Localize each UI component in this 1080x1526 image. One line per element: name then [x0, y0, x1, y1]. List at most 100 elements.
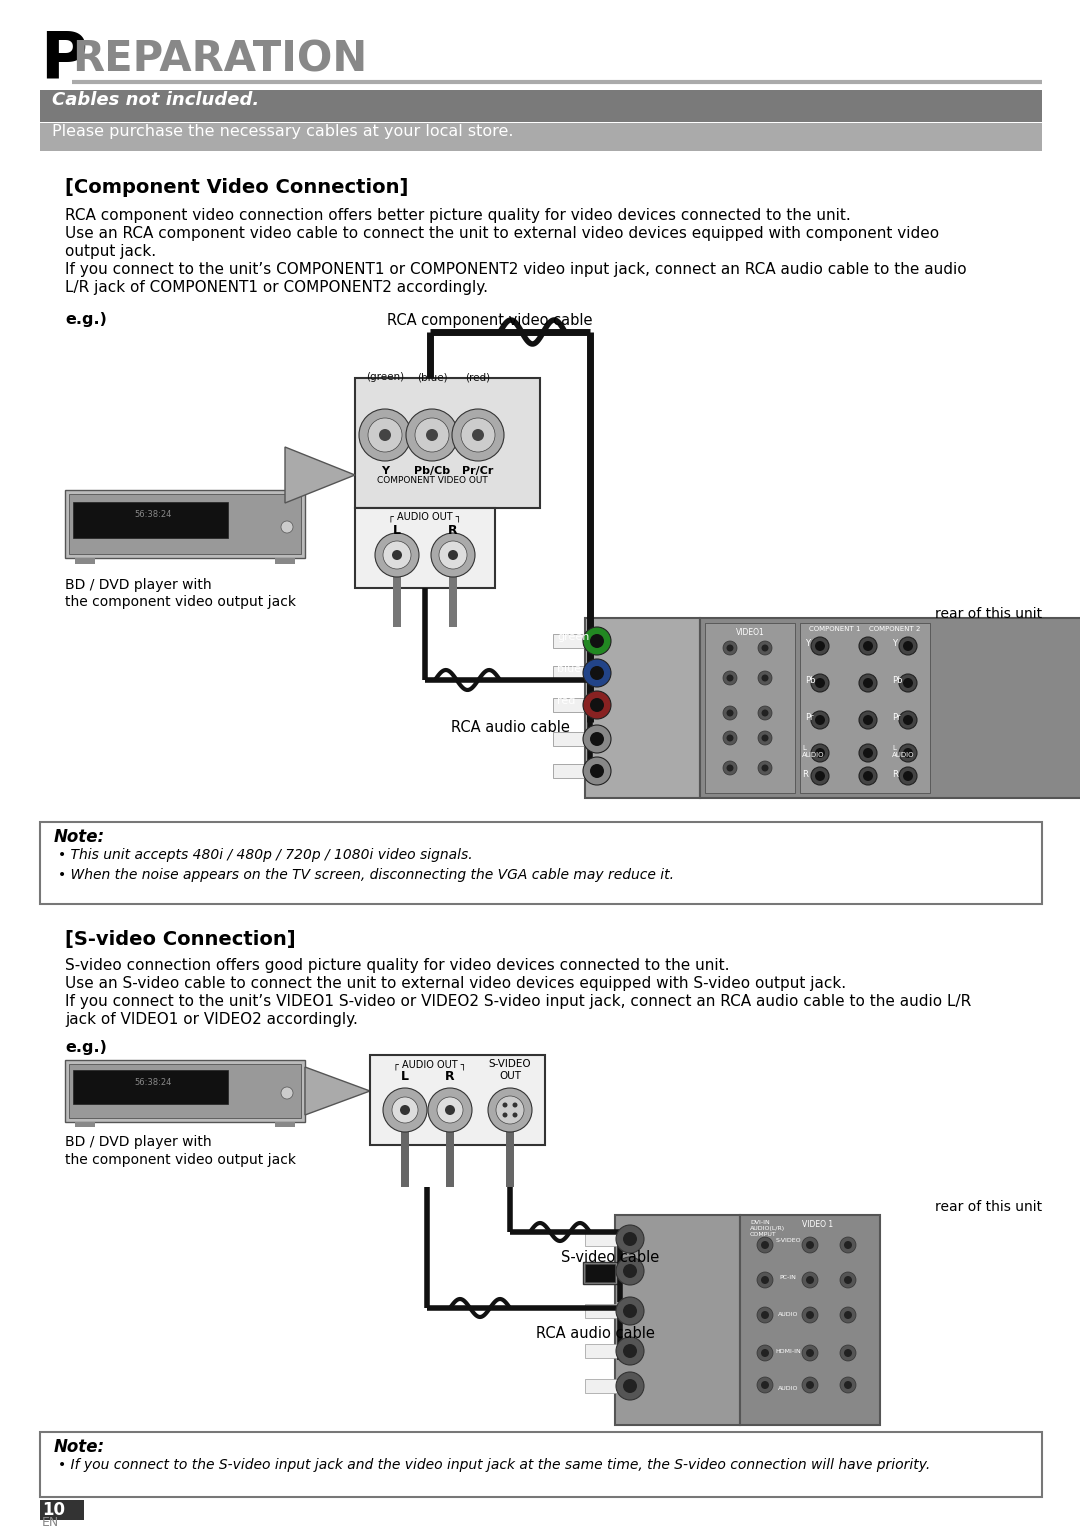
Circle shape [616, 1337, 644, 1364]
Bar [40, 1431, 1042, 1497]
Text: BD / DVD player with: BD / DVD player with [65, 1135, 212, 1149]
Circle shape [448, 549, 458, 560]
Text: S-VIDEO: S-VIDEO [488, 1059, 531, 1070]
Circle shape [590, 765, 604, 778]
Circle shape [431, 533, 475, 577]
Circle shape [899, 768, 917, 784]
Circle shape [802, 1344, 818, 1361]
Circle shape [723, 671, 737, 685]
Bar [507, 1132, 514, 1187]
Text: Pr/Cr: Pr/Cr [462, 465, 494, 476]
Text: VIDEO 1: VIDEO 1 [802, 1219, 834, 1228]
Text: 10: 10 [42, 1502, 65, 1518]
Circle shape [453, 409, 504, 461]
Polygon shape [305, 1067, 370, 1116]
Bar [73, 502, 228, 539]
Bar [585, 1264, 615, 1282]
Text: RCA component video cable: RCA component video cable [388, 313, 593, 328]
Circle shape [863, 716, 873, 725]
Bar [75, 559, 95, 565]
Text: Y: Y [805, 639, 810, 649]
Circle shape [437, 1097, 463, 1123]
Text: BD / DVD player with: BD / DVD player with [65, 578, 212, 592]
Text: DVI-IN
AUDIO(L/R)
COMPUT: DVI-IN AUDIO(L/R) COMPUT [750, 1219, 785, 1236]
Text: RCA audio cable: RCA audio cable [450, 720, 569, 736]
Circle shape [806, 1241, 814, 1248]
Bar [615, 1215, 740, 1425]
Circle shape [368, 418, 402, 452]
Text: AUDIO: AUDIO [778, 1312, 798, 1317]
Circle shape [863, 641, 873, 652]
Circle shape [903, 771, 913, 781]
Text: P: P [40, 27, 86, 90]
Circle shape [811, 711, 829, 729]
Circle shape [802, 1273, 818, 1288]
Bar [40, 124, 1042, 151]
Circle shape [757, 1376, 773, 1393]
Circle shape [761, 1381, 769, 1389]
Circle shape [863, 748, 873, 758]
Text: • When the noise appears on the TV screen, disconnecting the VGA cable may reduc: • When the noise appears on the TV scree… [58, 868, 674, 882]
Circle shape [727, 710, 733, 717]
Circle shape [899, 711, 917, 729]
Circle shape [899, 674, 917, 691]
Circle shape [815, 641, 825, 652]
Bar [69, 1064, 301, 1119]
Circle shape [513, 1112, 517, 1117]
Bar [705, 623, 795, 794]
Circle shape [502, 1102, 508, 1108]
Text: HDMI-IN: HDMI-IN [775, 1349, 801, 1354]
Text: Pb: Pb [805, 676, 815, 685]
Bar [40, 1500, 84, 1520]
Bar [585, 1231, 618, 1247]
Circle shape [761, 674, 769, 682]
Circle shape [859, 636, 877, 655]
Circle shape [863, 678, 873, 688]
Text: the component video output jack: the component video output jack [65, 595, 296, 609]
Text: the component video output jack: the component video output jack [65, 1154, 296, 1167]
Circle shape [758, 761, 772, 775]
Bar [585, 1380, 618, 1393]
Circle shape [761, 644, 769, 652]
Text: Y: Y [892, 639, 897, 649]
Text: PC-IN: PC-IN [780, 1276, 796, 1280]
Circle shape [757, 1344, 773, 1361]
Bar [65, 490, 305, 559]
Text: L
AUDIO: L AUDIO [892, 745, 915, 758]
Text: S-video connection offers good picture quality for video devices connected to th: S-video connection offers good picture q… [65, 958, 729, 974]
Circle shape [815, 771, 825, 781]
Circle shape [806, 1349, 814, 1357]
Text: red: red [557, 696, 576, 707]
Circle shape [406, 409, 458, 461]
Circle shape [863, 771, 873, 781]
Bar [275, 559, 295, 565]
Text: R: R [448, 523, 458, 537]
Bar [69, 494, 301, 554]
Text: 56:38:24: 56:38:24 [134, 1077, 172, 1087]
Bar [75, 1122, 95, 1128]
Text: R: R [892, 771, 897, 778]
Circle shape [806, 1381, 814, 1389]
Circle shape [623, 1305, 637, 1318]
Bar [65, 1061, 305, 1122]
Circle shape [758, 707, 772, 720]
Bar [585, 618, 700, 798]
Text: RCA audio cable: RCA audio cable [536, 1326, 654, 1341]
Text: [S-video Connection]: [S-video Connection] [65, 929, 296, 949]
Circle shape [359, 409, 411, 461]
Text: L
AUDIO: L AUDIO [802, 745, 824, 758]
Circle shape [859, 768, 877, 784]
Circle shape [616, 1225, 644, 1253]
Text: L: L [401, 1070, 409, 1083]
Circle shape [811, 636, 829, 655]
Circle shape [815, 678, 825, 688]
Circle shape [727, 674, 733, 682]
Circle shape [623, 1264, 637, 1277]
Circle shape [840, 1273, 856, 1288]
Circle shape [859, 674, 877, 691]
Bar [355, 508, 495, 588]
Text: green: green [557, 632, 590, 642]
Bar [553, 633, 588, 649]
Text: VIDEO1: VIDEO1 [735, 629, 765, 636]
Circle shape [806, 1311, 814, 1318]
